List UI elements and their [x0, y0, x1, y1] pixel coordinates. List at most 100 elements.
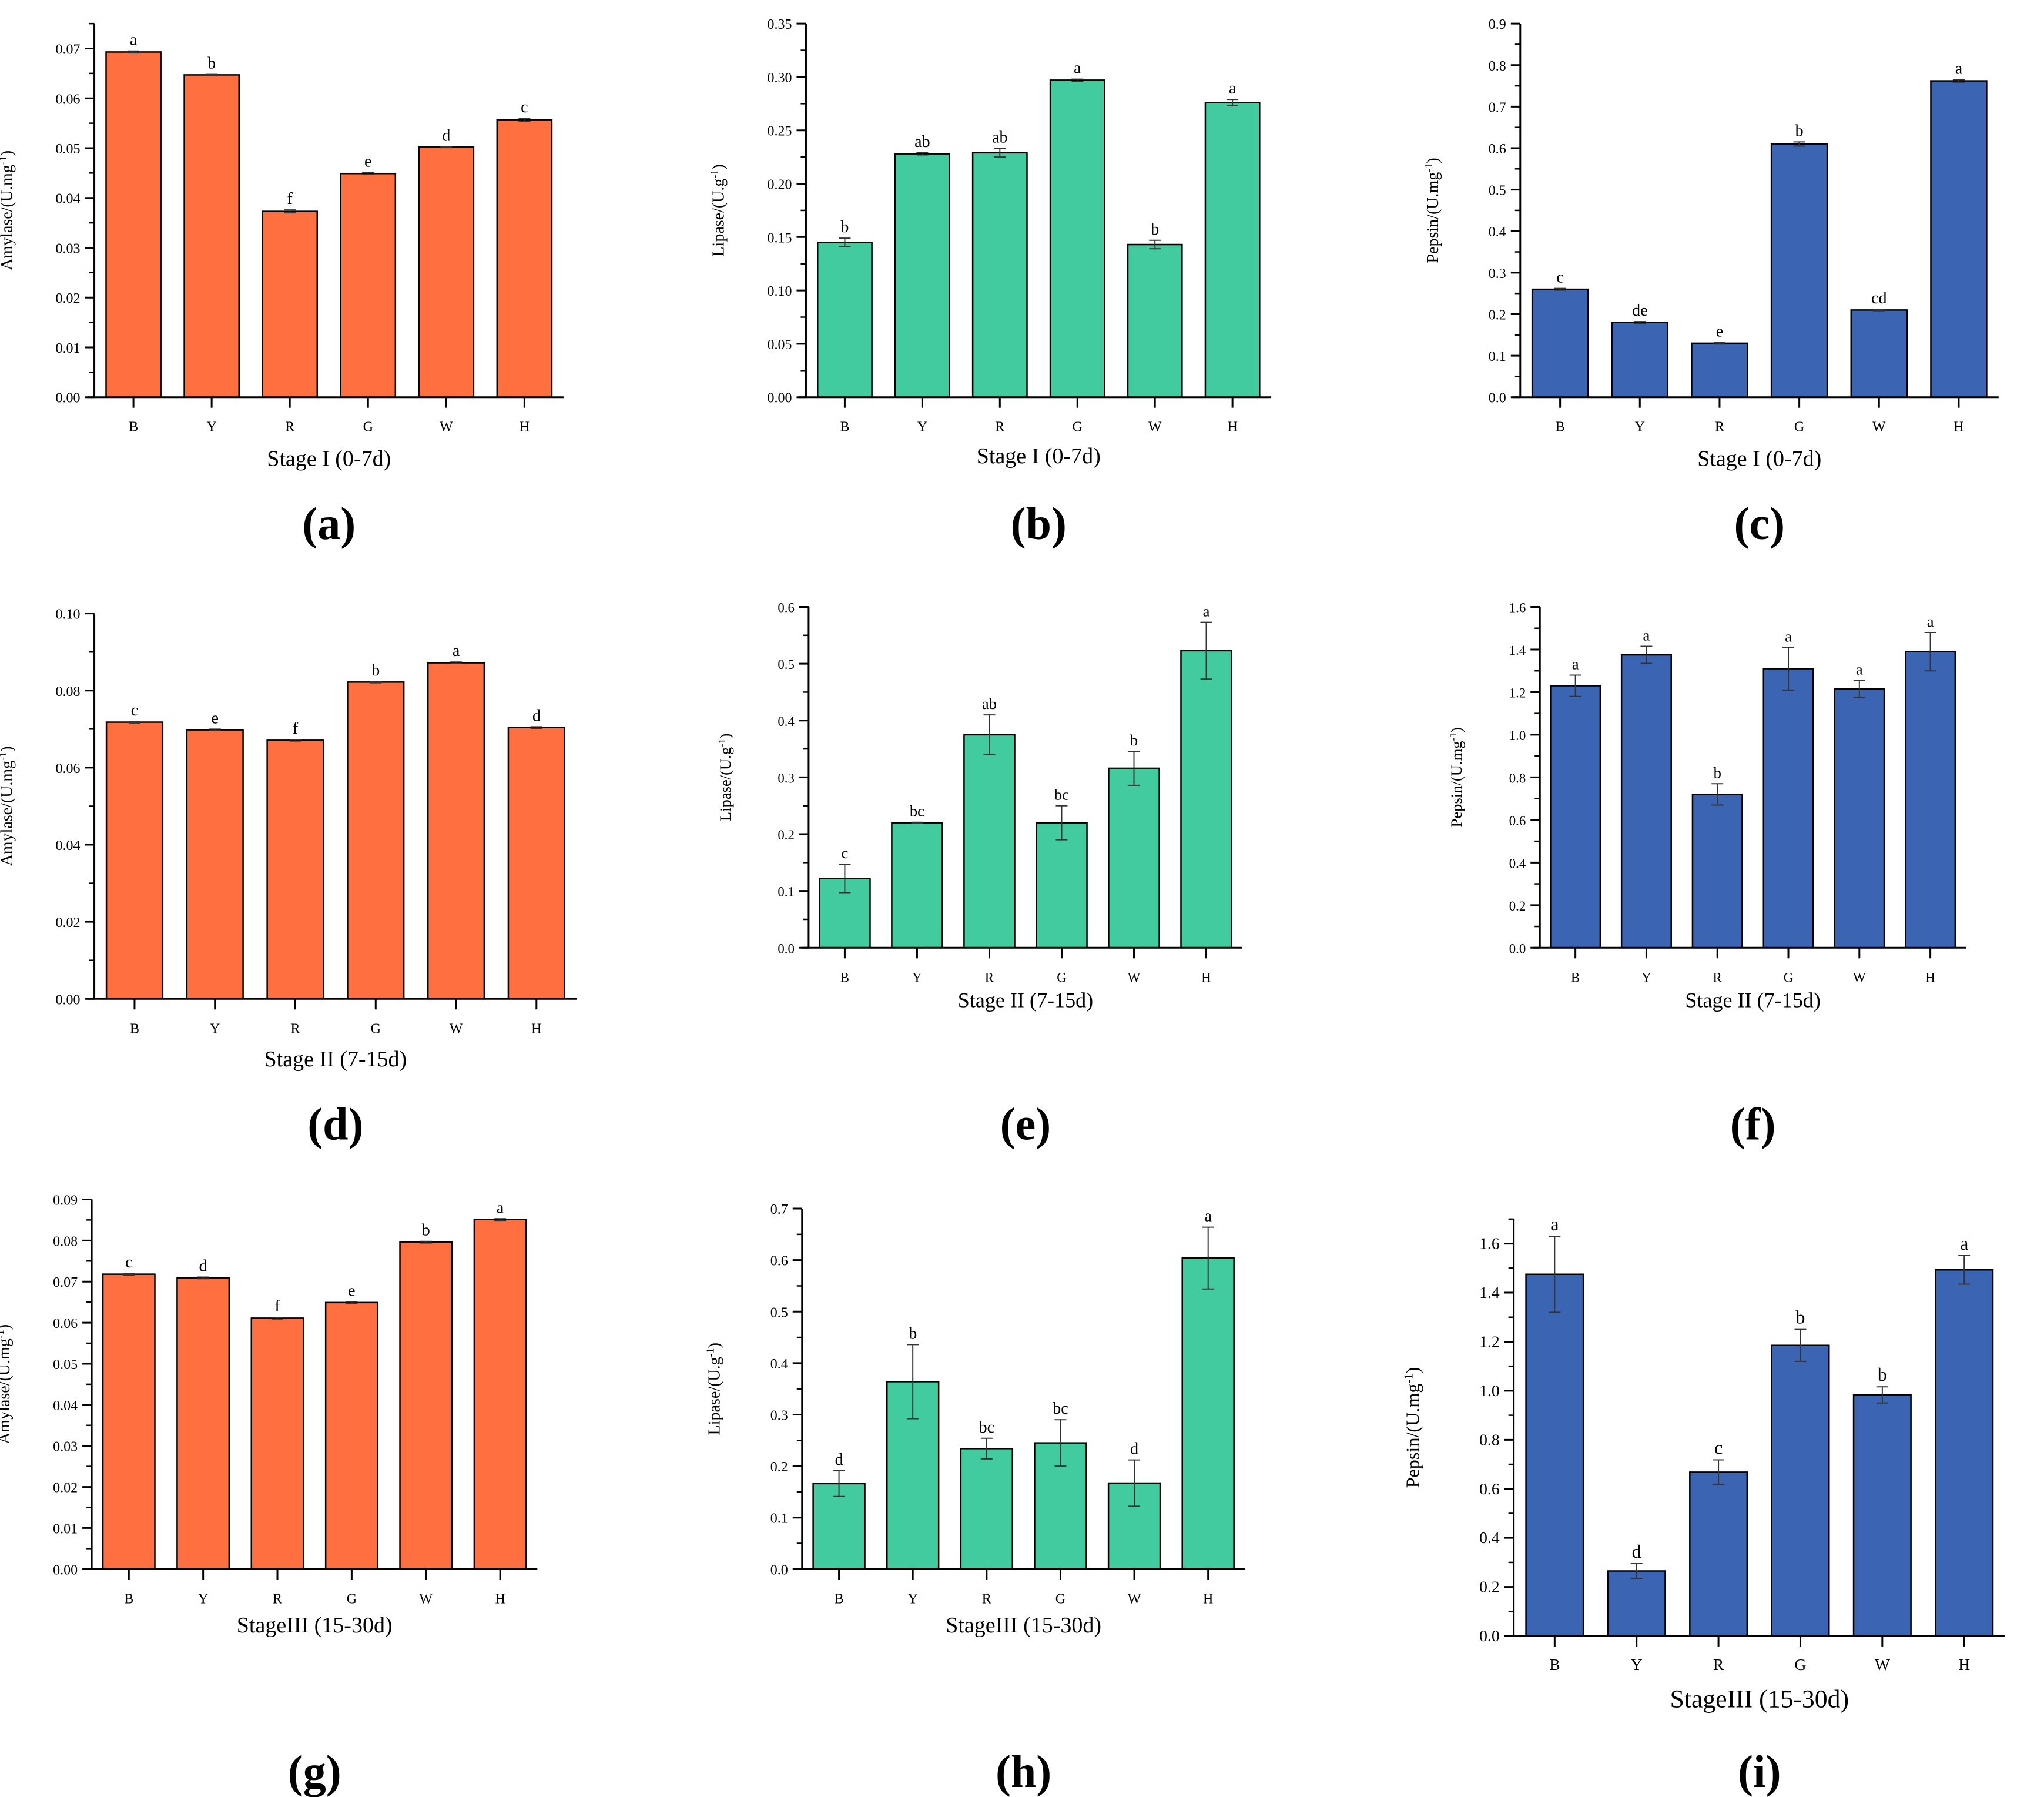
y-tick-label: 1.0 — [1479, 1381, 1500, 1400]
y-tick-label: 0.03 — [56, 241, 81, 256]
y-tick-label: 0.07 — [53, 1275, 78, 1290]
bar — [894, 153, 950, 398]
significance-letter: ab — [992, 129, 1007, 147]
x-tick-label: B — [1549, 1655, 1560, 1674]
x-tick-label: H — [1227, 420, 1237, 435]
x-tick-label: B — [835, 1591, 844, 1607]
bar — [186, 729, 244, 1000]
significance-letter: de — [1632, 302, 1647, 320]
y-tick-label: 0.08 — [56, 684, 81, 700]
bar — [1691, 342, 1748, 398]
significance-letter: ab — [914, 133, 930, 151]
y-tick-label: 0.7 — [1489, 100, 1506, 115]
bar — [816, 242, 873, 398]
y-tick-label: 0.9 — [1489, 17, 1506, 32]
bar — [1525, 1273, 1584, 1637]
significance-letter: d — [1130, 1440, 1138, 1458]
x-axis-label: StageIII (15-30d) — [1670, 1685, 1849, 1713]
significance-letter: e — [1716, 322, 1723, 340]
x-tick-label: G — [347, 1591, 357, 1607]
x-tick-label: Y — [917, 420, 927, 435]
bar — [960, 1448, 1014, 1570]
significance-letter: bc — [910, 802, 924, 820]
significance-letter: a — [1927, 613, 1934, 630]
x-tick-label: R — [995, 420, 1004, 435]
panel-label: (c) — [1734, 498, 1785, 549]
x-tick-label: R — [1715, 420, 1724, 435]
y-tick-label: 1.2 — [1479, 1332, 1500, 1350]
y-tick-label: 0.3 — [778, 771, 795, 785]
significance-letter: c — [125, 1253, 132, 1271]
y-tick-label: 0.08 — [53, 1234, 78, 1249]
bar — [262, 210, 319, 398]
bar — [183, 74, 240, 398]
x-tick-label: G — [1057, 970, 1066, 985]
bar — [102, 1273, 156, 1570]
bar — [971, 152, 1028, 398]
y-tick-label: 0.15 — [767, 230, 792, 246]
chart-panel: c Be Yf Rb Ga Wd H 0.00 0.02 0.04 0.06 0.08 0.10 Amyl… — [0, 607, 577, 1149]
y-axis-label: Lipase/(U.g-1) — [708, 164, 728, 256]
x-tick-label: H — [1203, 1591, 1213, 1607]
x-tick-label: G — [1073, 420, 1083, 435]
y-tick-label: 0.4 — [1509, 856, 1526, 871]
significance-letter: bc — [979, 1418, 994, 1437]
significance-letter: f — [287, 190, 293, 208]
bar — [496, 119, 553, 398]
significance-letter: b — [422, 1222, 430, 1240]
significance-letter: bc — [1054, 786, 1069, 804]
y-tick-label: 0.00 — [56, 992, 81, 1008]
y-tick-label: 0.06 — [56, 761, 81, 777]
bar — [891, 822, 943, 949]
x-tick-label: H — [495, 1591, 505, 1607]
x-tick-label: G — [1794, 420, 1804, 435]
y-axis-label: Amylase/(U.mg-1) — [0, 150, 16, 270]
y-axis-label: Lipase/(U.g-1) — [716, 734, 734, 821]
bar — [963, 734, 1016, 949]
y-tick-label: 0.6 — [770, 1254, 788, 1269]
x-axis-label: Stage I (0-7d) — [267, 447, 391, 471]
chart-panel: c Bbc Yab Rbc Gb Wa H 0.0 0.1 0.2 0.3 0.4 0.5 0.6 Lipa… — [716, 600, 1243, 1149]
x-tick-label: B — [124, 1591, 133, 1607]
significance-letter: a — [1229, 79, 1237, 98]
significance-letter: e — [212, 709, 219, 727]
x-tick-label: W — [440, 420, 453, 435]
bar — [266, 739, 324, 1000]
y-tick-label: 0.09 — [53, 1193, 78, 1208]
x-tick-label: W — [1148, 420, 1162, 435]
bar — [473, 1219, 527, 1570]
significance-letter: d — [199, 1257, 207, 1276]
bar — [1531, 288, 1589, 398]
y-axis-label: Amylase/(U.mg-1) — [0, 746, 16, 866]
bar — [1620, 654, 1672, 949]
y-axis-label: Pepsin/(U.mg-1) — [1402, 1367, 1423, 1488]
y-tick-label: 0.6 — [1479, 1480, 1500, 1498]
significance-letter: c — [1714, 1437, 1723, 1458]
y-tick-label: 0.02 — [56, 291, 81, 306]
significance-letter: a — [1856, 661, 1863, 678]
x-tick-label: B — [840, 970, 849, 985]
bar — [347, 681, 405, 1000]
chart-panel: c Bde Ye Rb Gcd Wa H 0.0 0.1 0.2 0.3 0.4 0.5 0.6 0.7 0.… — [1423, 17, 1999, 549]
significance-letter: a — [1785, 627, 1792, 645]
significance-letter: f — [274, 1297, 280, 1316]
bar — [1689, 1471, 1748, 1637]
bar — [176, 1277, 230, 1570]
x-tick-label: Y — [1635, 420, 1645, 435]
x-tick-label: H — [1201, 970, 1211, 985]
y-tick-label: 0.8 — [1489, 59, 1506, 74]
y-tick-label: 0.4 — [770, 1357, 788, 1372]
y-tick-label: 0.00 — [767, 391, 792, 406]
y-tick-label: 0.2 — [1479, 1578, 1500, 1596]
bar — [1049, 79, 1105, 398]
significance-letter: a — [497, 1199, 504, 1217]
x-tick-label: B — [840, 420, 849, 435]
chart-panel: b Bab Yab Ra Gb Wa H 0.00 0.05 0.10 0.15 0.20 0.25 0.… — [708, 17, 1272, 549]
y-tick-label: 0.01 — [56, 341, 81, 356]
y-tick-label: 0.06 — [53, 1316, 78, 1331]
y-tick-label: 0.00 — [56, 391, 81, 406]
bar — [1850, 309, 1908, 398]
bar — [399, 1241, 453, 1570]
x-tick-label: G — [1794, 1655, 1806, 1674]
y-tick-label: 0.4 — [778, 714, 795, 729]
